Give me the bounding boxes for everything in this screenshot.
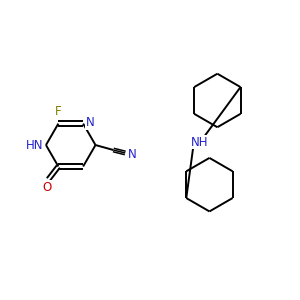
Text: NH: NH <box>191 136 208 148</box>
Text: O: O <box>43 181 52 194</box>
Text: F: F <box>55 105 62 118</box>
Text: N: N <box>86 116 94 129</box>
Text: HN: HN <box>26 139 44 152</box>
Text: N: N <box>128 148 136 161</box>
